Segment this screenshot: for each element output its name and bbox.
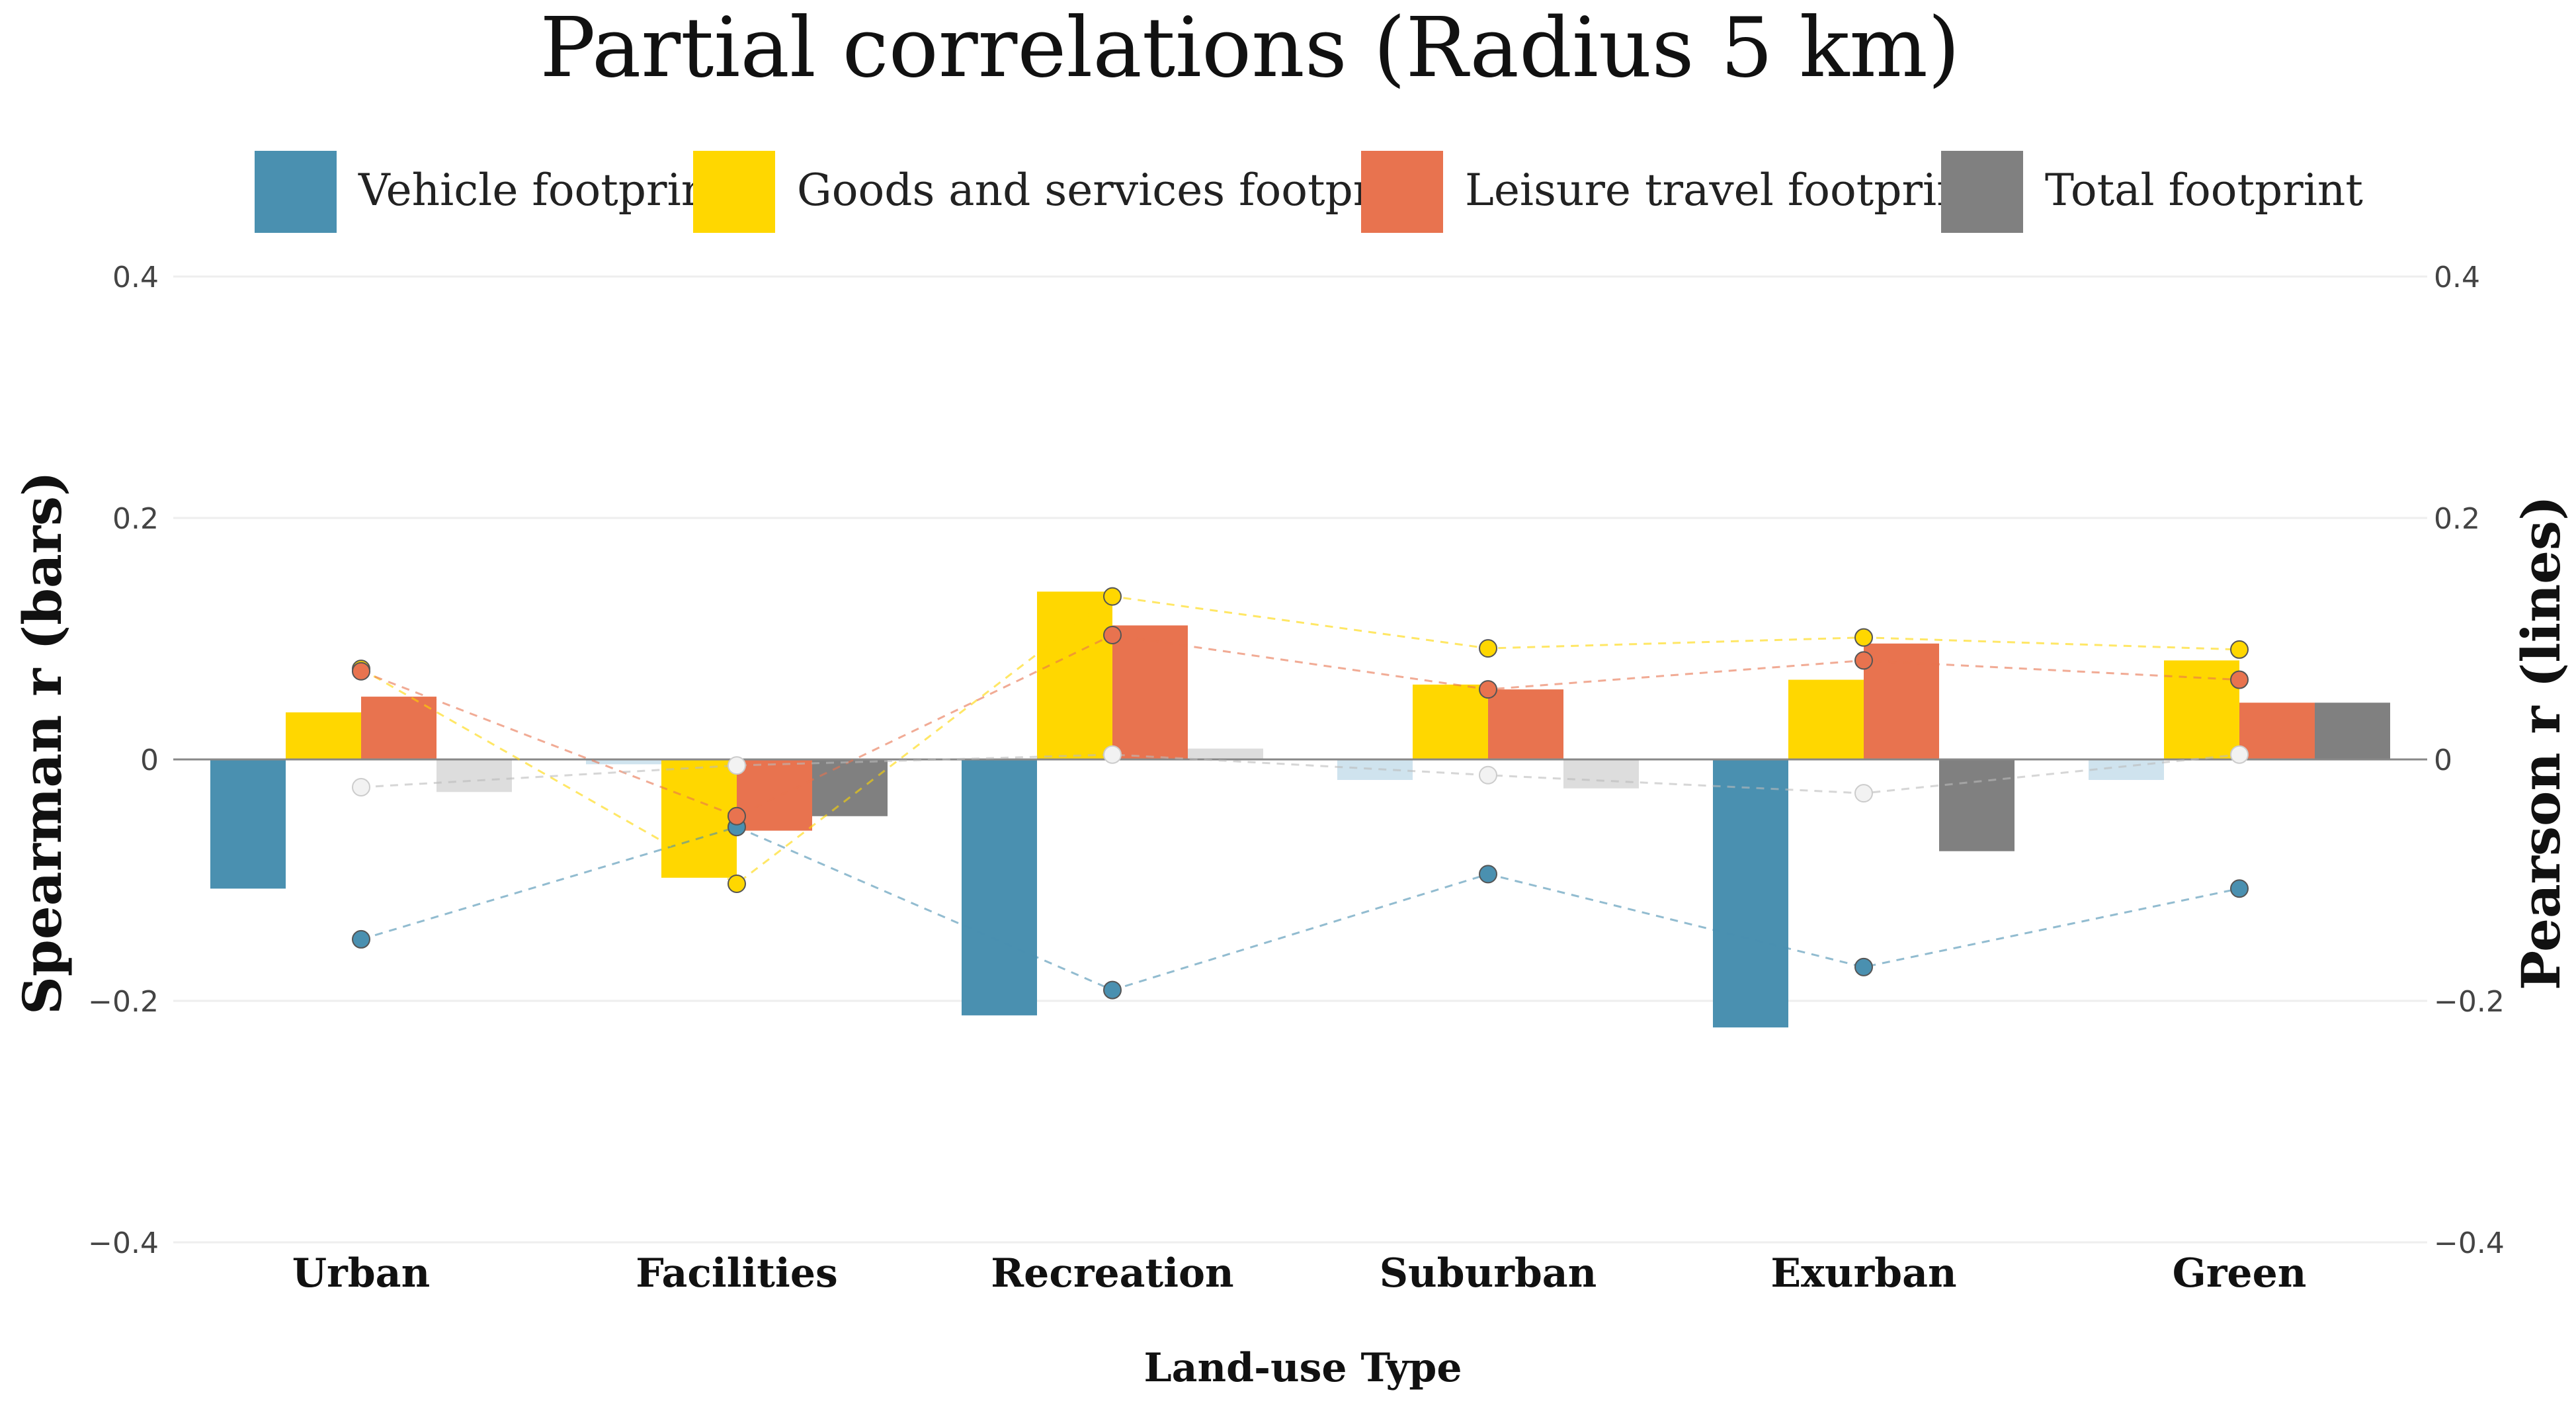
- line-2: [360, 634, 2240, 818]
- y-left-tick-label: 0.4: [112, 261, 159, 294]
- bar-2-0: [361, 697, 436, 759]
- point-0-2: [1103, 980, 1122, 1000]
- pearson-lines: [360, 595, 2240, 992]
- bar-0-1: [586, 759, 661, 765]
- x-tick-label: Urban: [292, 1250, 430, 1297]
- bar-3-3: [1563, 759, 1639, 789]
- point-2-2: [1103, 626, 1122, 645]
- legend-swatch-2: [1361, 151, 1443, 233]
- point-0-3: [1479, 865, 1497, 884]
- point-3-1: [727, 756, 746, 775]
- bar-1-3: [1413, 684, 1488, 759]
- point-0-4: [1854, 957, 1873, 976]
- pearson-points: [352, 587, 2249, 1000]
- point-2-5: [2230, 670, 2249, 689]
- point-1-1: [727, 874, 746, 893]
- bars: [210, 591, 2390, 1028]
- point-1-4: [1854, 628, 1873, 647]
- y-left-tick-label: −0.4: [88, 1226, 159, 1260]
- y-axis-right-label: Pearson r (lines): [2510, 495, 2572, 990]
- bar-1-1: [661, 759, 737, 878]
- y-right-tick-label: −0.2: [2434, 985, 2505, 1019]
- point-2-4: [1854, 651, 1873, 670]
- bar-0-5: [2089, 759, 2164, 781]
- legend-swatch-0: [255, 151, 337, 233]
- bar-1-4: [1788, 679, 1864, 759]
- y-right-tick-label: −0.4: [2434, 1226, 2505, 1260]
- chart-title: Partial correlations (Radius 5 km): [540, 0, 1960, 96]
- point-3-0: [352, 777, 370, 796]
- y-right-tick-label: 0: [2434, 744, 2452, 777]
- x-tick-label: Suburban: [1380, 1250, 1597, 1297]
- x-tick-label: Exurban: [1770, 1250, 1956, 1297]
- point-3-5: [2230, 745, 2249, 764]
- grid: [173, 275, 2427, 1244]
- point-1-5: [2230, 640, 2249, 659]
- bar-2-4: [1864, 643, 1939, 759]
- point-0-5: [2230, 879, 2249, 898]
- bar-2-1: [737, 759, 812, 831]
- bar-1-5: [2164, 660, 2239, 759]
- bar-3-1: [812, 759, 888, 816]
- line-1: [360, 595, 2240, 885]
- line-0: [360, 826, 2240, 992]
- bar-3-0: [436, 759, 512, 793]
- legend-label-3: Total footprint: [2045, 165, 2363, 216]
- legend-label-0: Vehicle footprint: [358, 165, 727, 216]
- bar-0-2: [962, 759, 1037, 1015]
- point-2-0: [352, 662, 370, 681]
- x-axis-label: Land-use Type: [1143, 1345, 1462, 1391]
- bar-0-3: [1337, 759, 1413, 781]
- point-2-1: [727, 806, 746, 826]
- point-3-3: [1479, 765, 1497, 785]
- y-axis-left-ticks: 0.4 0.2 0 −0.2 −0.4: [88, 261, 159, 1260]
- legend-swatch-1: [693, 151, 775, 233]
- x-axis-ticks: Urban Facilities Recreation Suburban Exurban…: [292, 1250, 2307, 1297]
- point-2-3: [1479, 680, 1497, 699]
- legend-swatch-3: [1941, 151, 2023, 233]
- bar-2-3: [1488, 689, 1563, 759]
- point-3-2: [1103, 745, 1122, 764]
- y-axis-right-ticks: 0.4 0.2 0 −0.2 −0.4: [2434, 261, 2505, 1260]
- y-right-tick-label: 0.4: [2434, 261, 2480, 294]
- bar-3-2: [1188, 748, 1263, 759]
- bar-2-2: [1112, 625, 1188, 759]
- x-tick-label: Recreation: [991, 1250, 1233, 1297]
- bar-3-5: [2315, 703, 2390, 759]
- y-left-tick-label: 0.2: [112, 502, 159, 536]
- legend-label-1: Goods and services footprint: [797, 165, 1433, 216]
- bar-2-5: [2239, 703, 2315, 759]
- point-1-3: [1479, 639, 1497, 658]
- point-3-4: [1854, 784, 1873, 803]
- bar-1-0: [286, 712, 361, 759]
- y-axis-left-label: Spearman r (bars): [11, 471, 73, 1015]
- y-left-tick-label: −0.2: [88, 985, 159, 1019]
- x-tick-label: Facilities: [636, 1250, 838, 1297]
- x-tick-label: Green: [2173, 1250, 2307, 1297]
- bar-1-2: [1037, 591, 1112, 759]
- bar-3-4: [1939, 759, 2015, 851]
- bar-0-4: [1713, 759, 1788, 1028]
- point-1-2: [1103, 587, 1122, 606]
- legend-label-2: Leisure travel footprint: [1465, 165, 1982, 216]
- y-left-tick-label: 0: [140, 744, 159, 777]
- point-0-0: [352, 929, 370, 949]
- bar-0-0: [210, 759, 286, 889]
- y-right-tick-label: 0.2: [2434, 502, 2480, 536]
- legend: Vehicle footprint Goods and services foot…: [255, 151, 2363, 233]
